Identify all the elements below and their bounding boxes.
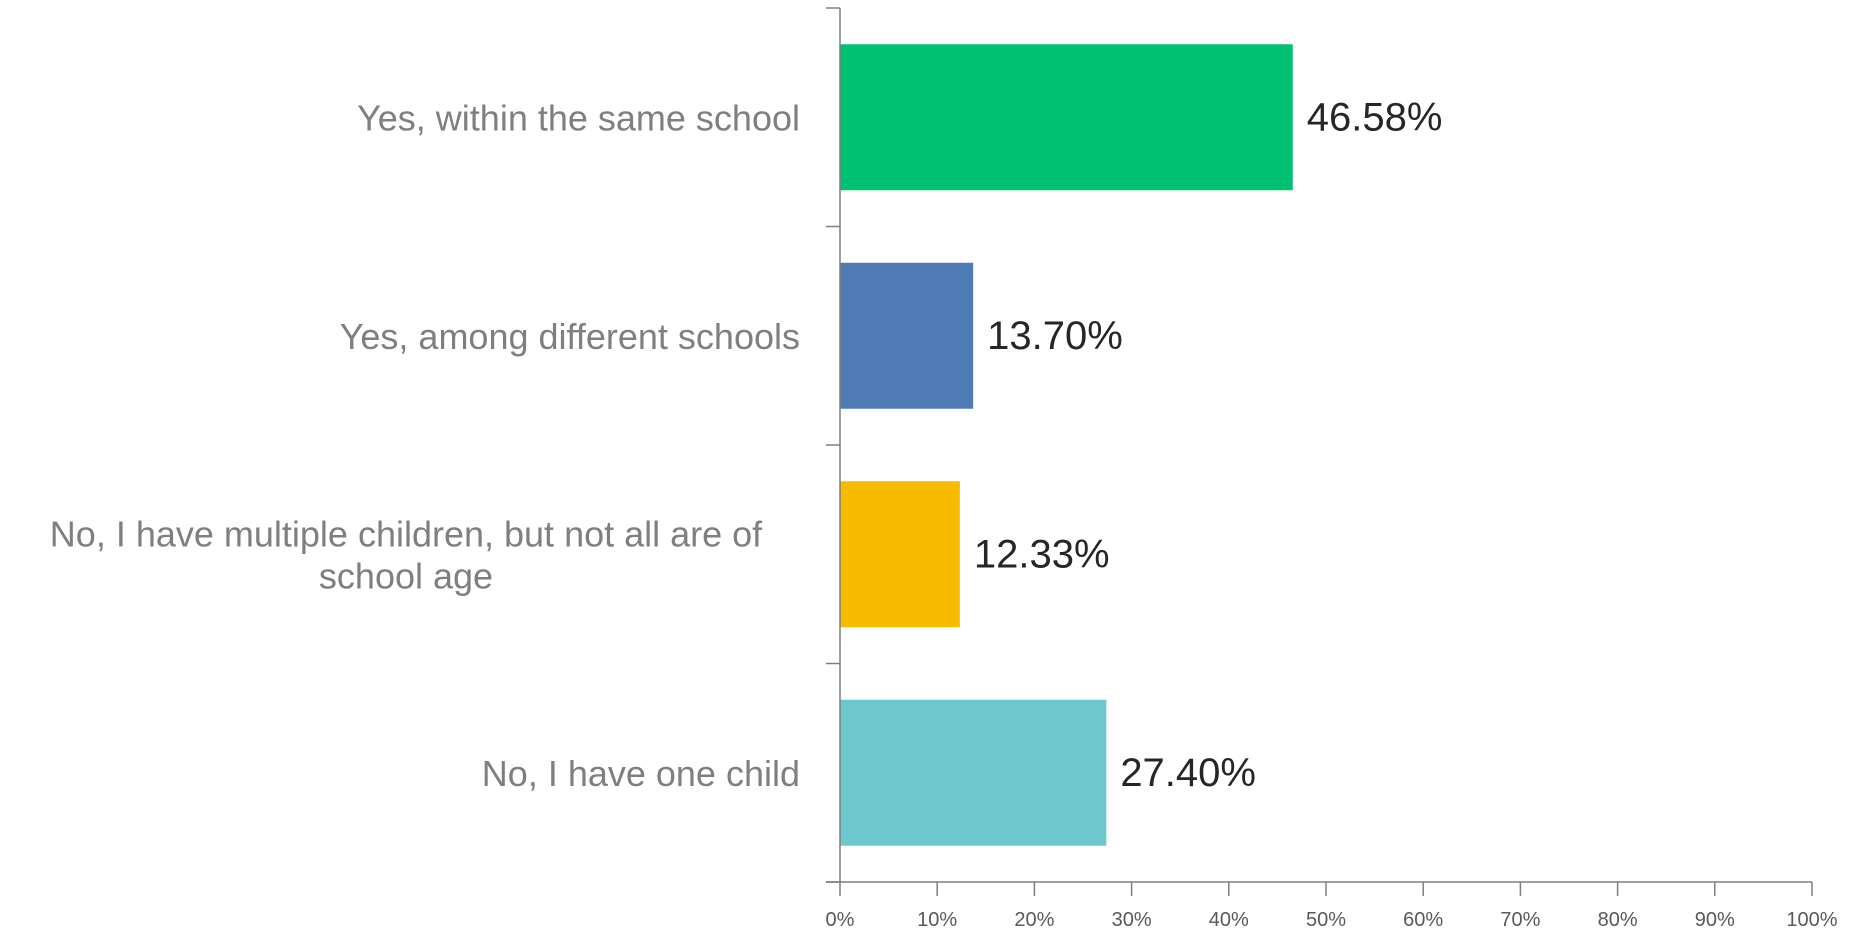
- category-label-2-line-1: Yes, among different schools: [340, 315, 800, 356]
- category-label-3: No, I have multiple children, but not al…: [50, 513, 763, 596]
- data-label-3: 12.33%: [974, 532, 1110, 576]
- x-tick-label-9: 90%: [1695, 909, 1735, 928]
- x-tick-label-6: 60%: [1403, 909, 1443, 928]
- x-tick-label-1: 10%: [917, 909, 957, 928]
- category-label-1: Yes, within the same school: [357, 97, 800, 138]
- category-label-3-line-2: school age: [319, 555, 493, 596]
- data-label-4: 27.40%: [1120, 751, 1256, 795]
- data-label-2: 13.70%: [987, 314, 1123, 358]
- category-label-2: Yes, among different schools: [340, 315, 800, 356]
- category-label-3-line-1: No, I have multiple children, but not al…: [50, 513, 763, 554]
- x-tick-label-10: 100%: [1786, 909, 1837, 928]
- x-tick-label-4: 40%: [1209, 909, 1249, 928]
- x-axis-ticks: [839, 882, 1813, 896]
- bar-4: [840, 699, 1107, 846]
- x-tick-label-0: 0%: [826, 909, 855, 928]
- bars-group: [840, 44, 1293, 846]
- bar-2: [840, 262, 974, 409]
- x-axis-tick-labels: 0% 10% 20% 30% 40% 50% 60% 70% 80% 90% 100%: [826, 909, 1838, 928]
- x-tick-label-2: 20%: [1014, 909, 1054, 928]
- x-tick-label-8: 80%: [1598, 909, 1638, 928]
- category-label-4-line-1: No, I have one child: [482, 752, 800, 793]
- x-tick-label-5: 50%: [1306, 909, 1346, 928]
- category-label-4: No, I have one child: [482, 752, 800, 793]
- data-label-1: 46.58%: [1307, 95, 1443, 139]
- bar-1: [840, 44, 1293, 191]
- data-labels: 46.58% 13.70% 12.33% 27.40%: [974, 95, 1443, 795]
- category-labels: Yes, within the same school Yes, among di…: [50, 97, 800, 794]
- x-tick-label-7: 70%: [1500, 909, 1540, 928]
- x-tick-label-3: 30%: [1112, 909, 1152, 928]
- bar-3: [840, 481, 960, 628]
- y-axis-ticks: [826, 7, 840, 883]
- category-label-1-line-1: Yes, within the same school: [357, 97, 800, 138]
